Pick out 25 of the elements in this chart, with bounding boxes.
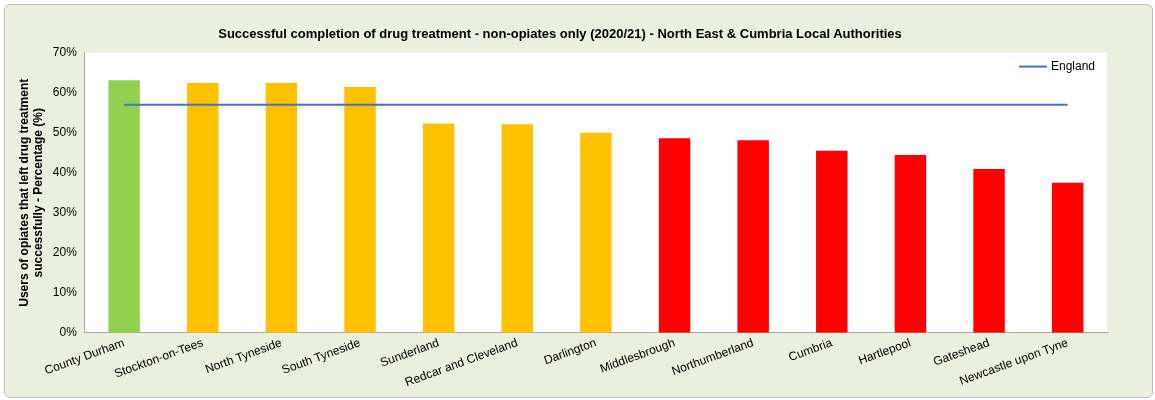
y-tick-label: 20% bbox=[52, 245, 78, 260]
bar bbox=[265, 83, 298, 333]
y-axis-title: Users of opiates that left drug treatment successfully - Percentage (%) bbox=[16, 78, 45, 307]
bar bbox=[501, 124, 534, 333]
bar bbox=[187, 83, 219, 333]
y-tick-label: 40% bbox=[52, 165, 78, 180]
y-tick-label: 0% bbox=[59, 325, 78, 340]
chart-title: Successful completion of drug treatment - non-opiates only (2020/21) - North East & Cumbria Local Authorities bbox=[218, 26, 902, 42]
bar bbox=[108, 80, 140, 333]
bar bbox=[816, 150, 848, 333]
bar bbox=[894, 155, 927, 333]
y-tick-label: 70% bbox=[52, 44, 78, 59]
bar bbox=[737, 140, 769, 333]
y-tick-label: 50% bbox=[52, 124, 78, 139]
bar bbox=[344, 87, 376, 333]
bar bbox=[422, 123, 455, 333]
bar bbox=[580, 132, 612, 333]
x-tick-label: Cumbria bbox=[786, 335, 835, 365]
y-tick-label: 60% bbox=[52, 84, 78, 99]
bar bbox=[1051, 182, 1084, 333]
bar bbox=[973, 169, 1005, 333]
y-tick-label: 30% bbox=[52, 205, 78, 220]
y-tick-label: 10% bbox=[52, 285, 78, 300]
bar bbox=[658, 138, 691, 333]
legend-label: England bbox=[1050, 58, 1096, 73]
